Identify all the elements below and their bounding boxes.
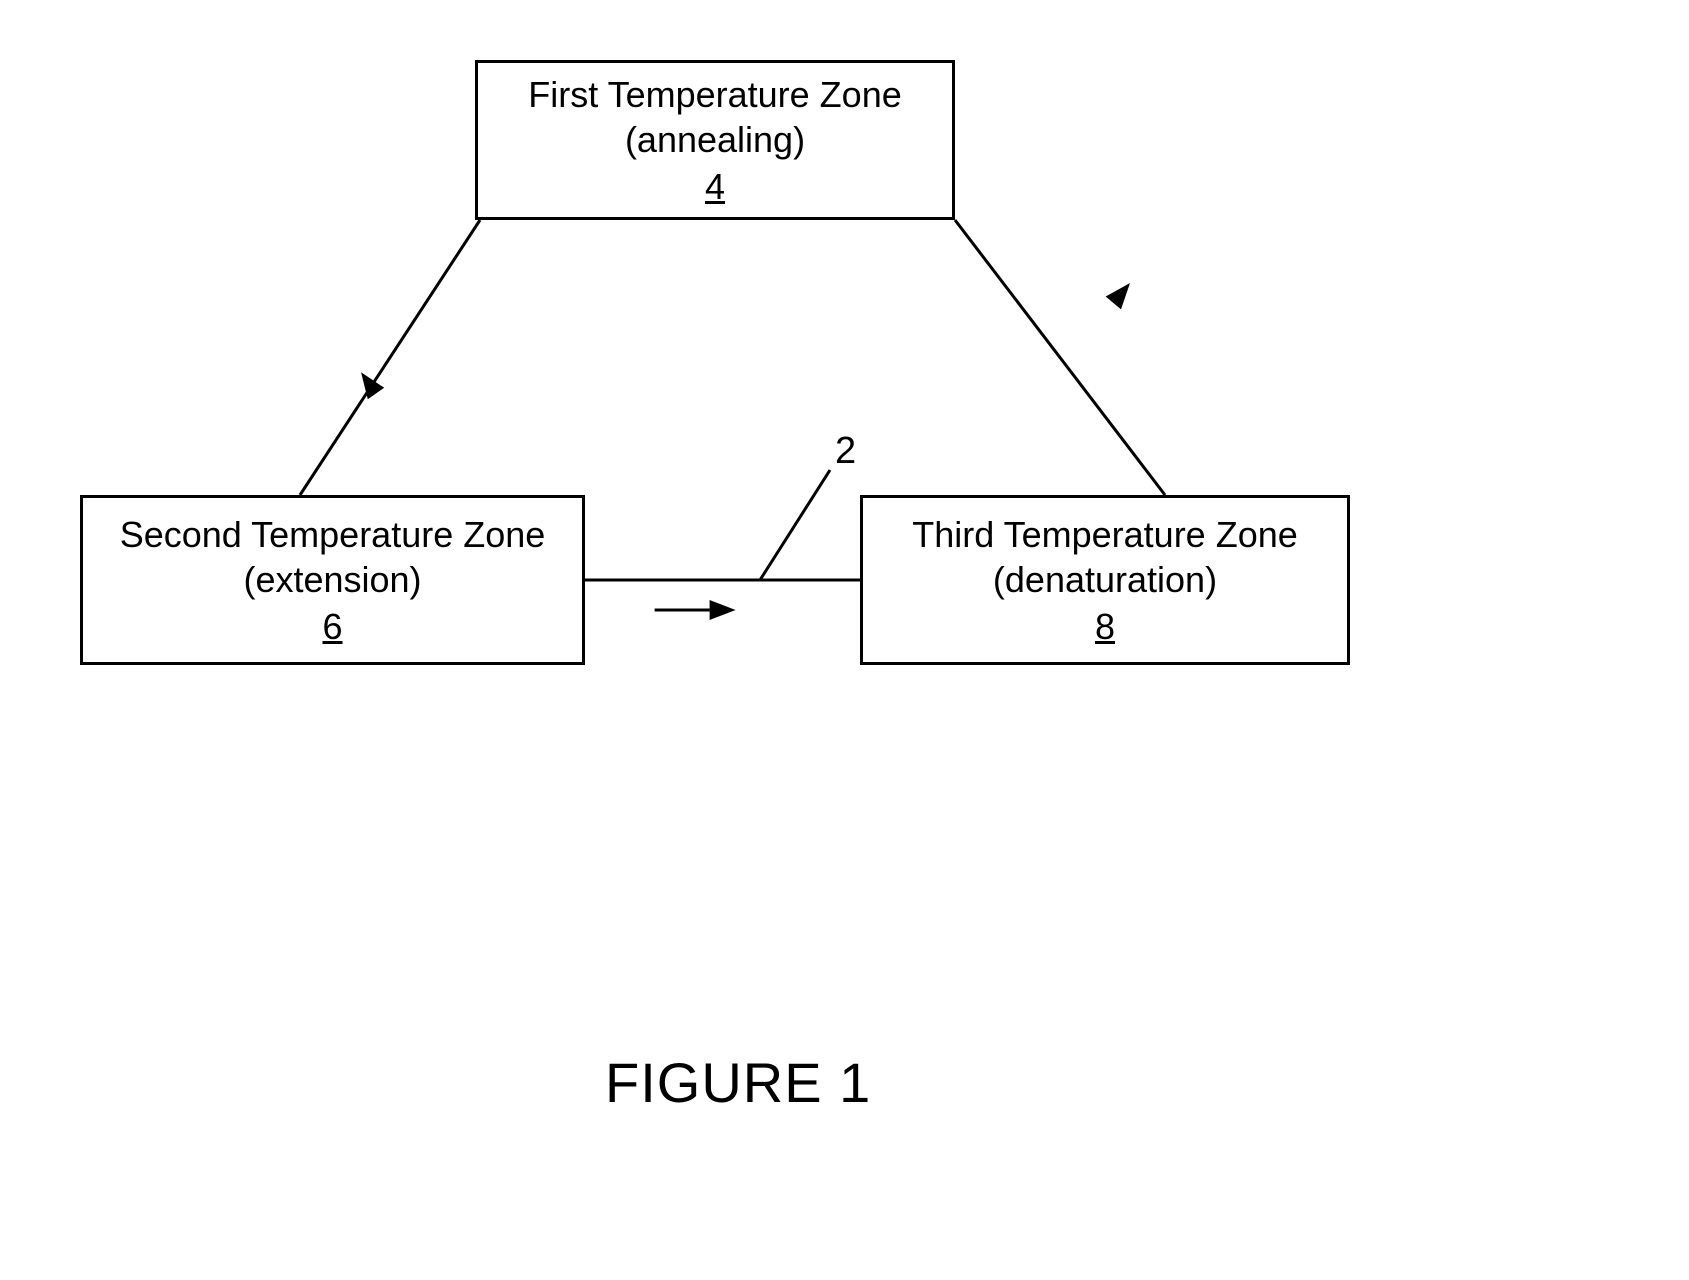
node-ref: 8 xyxy=(1095,604,1115,649)
node-subtitle: (extension) xyxy=(243,557,421,602)
node-ref: 6 xyxy=(322,604,342,649)
node-subtitle: (denaturation) xyxy=(993,557,1217,602)
diagram-canvas: First Temperature Zone (annealing) 4 Sec… xyxy=(0,0,1689,1280)
node-title: First Temperature Zone xyxy=(528,72,901,117)
node-title: Second Temperature Zone xyxy=(120,512,546,557)
node-subtitle: (annealing) xyxy=(625,117,805,162)
callout-label: 2 xyxy=(835,430,856,473)
node-third-temperature-zone: Third Temperature Zone (denaturation) 8 xyxy=(860,495,1350,665)
node-first-temperature-zone: First Temperature Zone (annealing) 4 xyxy=(475,60,955,220)
node-title: Third Temperature Zone xyxy=(912,512,1298,557)
node-second-temperature-zone: Second Temperature Zone (extension) 6 xyxy=(80,495,585,665)
figure-label: FIGURE 1 xyxy=(605,1050,871,1115)
node-ref: 4 xyxy=(705,164,725,209)
